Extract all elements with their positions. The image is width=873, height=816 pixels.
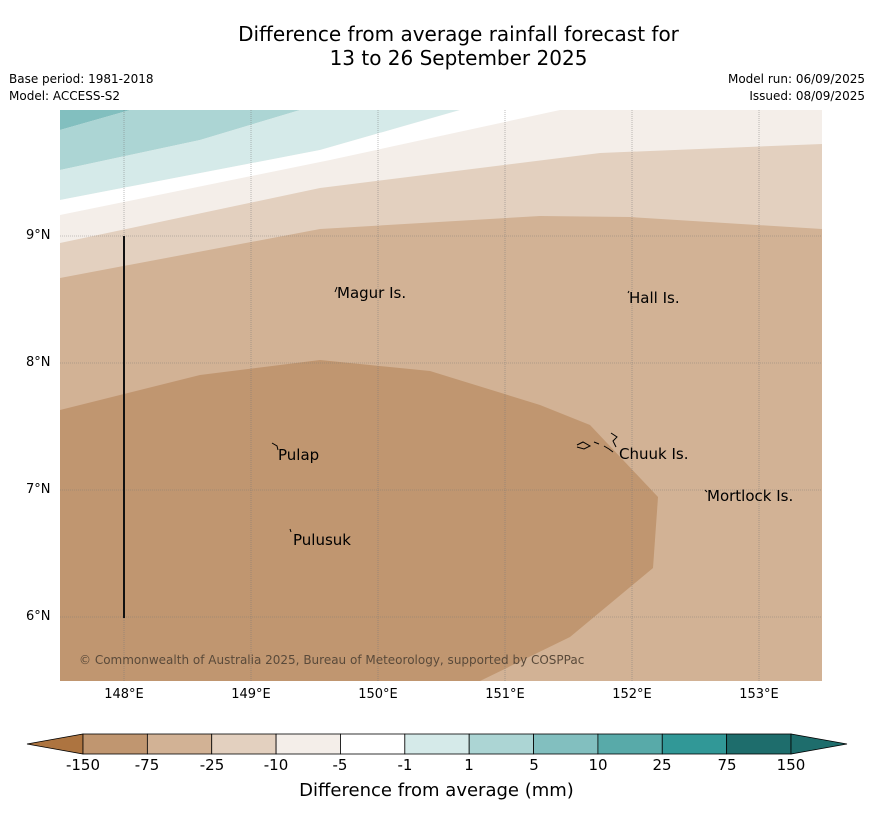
colorbar-segment	[211, 733, 277, 755]
chuuk-island-outline-3	[603, 445, 614, 453]
y-tick-6n: 6°N	[26, 609, 51, 624]
gridlines	[60, 110, 822, 681]
colorbar-arrow-low	[26, 733, 84, 755]
chuuk-reef-outline	[610, 432, 618, 448]
mortlock-island-outline	[704, 489, 708, 493]
colorbar-segment	[404, 733, 470, 755]
base-period-text: Base period: 1981-2018	[9, 72, 154, 86]
colorbar-segment	[533, 733, 599, 755]
island-outlines	[271, 286, 708, 533]
place-label-chuuk: Chuuk Is.	[619, 445, 689, 463]
band-plus1	[60, 110, 460, 200]
band-minus1	[60, 110, 560, 215]
colorbar-label: 1	[464, 756, 474, 774]
colorbar-segment	[146, 733, 213, 755]
pulap-island-outline	[271, 442, 279, 451]
hall-island-outline	[627, 290, 630, 294]
colorbar-label: -150	[65, 756, 101, 774]
y-tick-8n: 8°N	[26, 355, 51, 370]
colorbar-segment	[82, 733, 148, 755]
colorbar-label: -10	[263, 756, 289, 774]
colorbar-label: 5	[529, 756, 539, 774]
colorbar-segment	[340, 733, 406, 755]
y-tick-9n: 9°N	[26, 228, 51, 243]
colorbar-label: 150	[776, 756, 806, 774]
chuuk-island-outline-2	[593, 441, 600, 445]
model-run-text: Model run: 06/09/2025	[727, 72, 865, 86]
x-tick-149e: 149°E	[231, 687, 271, 702]
issued-text: Issued: 08/09/2025	[749, 89, 865, 103]
colorbar-arrow-high	[790, 733, 848, 755]
place-label-pulap: Pulap	[278, 446, 320, 464]
colorbar-label: 10	[588, 756, 608, 774]
x-tick-151e: 151°E	[485, 687, 525, 702]
colorbar	[26, 733, 848, 755]
place-label-mortlock: Mortlock Is.	[707, 487, 794, 505]
model-text: Model: ACCESS-S2	[9, 89, 121, 103]
colorbar-segment	[661, 733, 728, 755]
chuuk-island-outline-1	[576, 441, 592, 450]
colorbar-segment	[597, 733, 663, 755]
y-tick-7n: 7°N	[26, 482, 51, 497]
title-line-2: 13 to 26 September 2025	[329, 46, 588, 70]
copyright-notice: © Commonwealth of Australia 2025, Bureau…	[79, 653, 585, 667]
rainfall-contours	[60, 110, 822, 681]
magur-island-outline	[334, 286, 338, 293]
map-title: Difference from average rainfall forecas…	[0, 22, 873, 70]
x-tick-152e: 152°E	[612, 687, 652, 702]
colorbar-label: -25	[199, 756, 225, 774]
colorbar-segment	[468, 733, 534, 755]
run-info: Model run: 06/09/2025 Issued: 08/09/2025	[728, 71, 865, 105]
colorbar-title: Difference from average (mm)	[299, 780, 574, 801]
colorbar-segment	[726, 733, 792, 755]
x-tick-150e: 150°E	[358, 687, 398, 702]
x-tick-153e: 153°E	[739, 687, 779, 702]
model-info: Base period: 1981-2018 Model: ACCESS-S2	[9, 71, 154, 105]
colorbar-segment	[275, 733, 341, 755]
place-label-pulusuk: Pulusuk	[293, 531, 351, 549]
x-tick-148e: 148°E	[104, 687, 144, 702]
place-label-magur: Magur Is.	[337, 284, 407, 302]
place-label-hall: Hall Is.	[629, 289, 680, 307]
colorbar-label: 25	[652, 756, 672, 774]
band-plus5	[60, 110, 300, 170]
colorbar-label: -5	[332, 756, 348, 774]
band-minus75	[60, 360, 658, 681]
pulusuk-island-outline	[289, 528, 292, 533]
colorbar-label: -1	[397, 756, 413, 774]
colorbar-label: -75	[134, 756, 160, 774]
title-line-1: Difference from average rainfall forecas…	[238, 22, 679, 46]
colorbar-label: 75	[717, 756, 737, 774]
